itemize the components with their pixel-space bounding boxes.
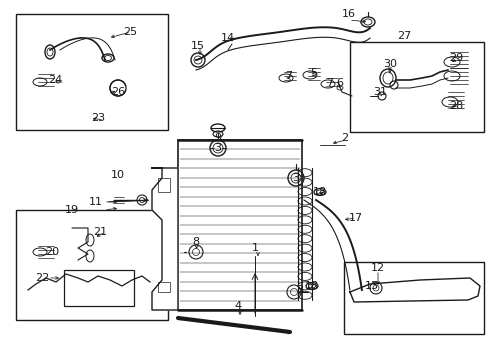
Bar [343,262,483,334]
Text: 11: 11 [89,197,103,207]
Polygon shape [349,278,479,302]
Text: 14: 14 [221,33,235,43]
Text: 18: 18 [312,187,326,197]
Text: 17: 17 [348,213,362,223]
Text: 18: 18 [305,281,318,291]
Text: 22: 22 [35,273,49,283]
Bar [349,42,483,132]
Text: 20: 20 [45,247,59,257]
Text: 3: 3 [292,173,299,183]
Text: 9: 9 [214,133,221,143]
Bar [16,14,168,130]
Text: 15: 15 [191,41,204,51]
Text: 3: 3 [214,143,221,153]
Text: 6: 6 [336,78,343,88]
Text: 19: 19 [65,205,79,215]
Text: 5: 5 [310,68,317,78]
Bar [178,140,302,310]
Text: 7: 7 [285,71,292,81]
Text: 29: 29 [448,53,462,63]
Text: 8: 8 [296,285,303,295]
Text: 8: 8 [192,237,199,247]
Bar [158,178,170,192]
Text: 4: 4 [234,301,241,311]
Text: 23: 23 [91,113,105,123]
Text: 7: 7 [326,78,333,88]
Bar [16,210,168,320]
Text: 30: 30 [382,59,396,69]
Bar [64,270,134,306]
Text: 26: 26 [111,87,125,97]
Text: 1: 1 [251,243,258,253]
Text: 25: 25 [122,27,137,37]
Text: 31: 31 [372,87,386,97]
Text: 28: 28 [448,101,462,111]
Text: 16: 16 [341,9,355,19]
Text: 13: 13 [364,281,378,291]
Text: 12: 12 [370,263,384,273]
Polygon shape [152,168,178,310]
Text: 10: 10 [111,170,125,180]
Text: 21: 21 [93,227,107,237]
Text: 27: 27 [396,31,410,41]
Text: 2: 2 [341,133,348,143]
Bar [158,282,170,292]
Text: 24: 24 [48,75,62,85]
